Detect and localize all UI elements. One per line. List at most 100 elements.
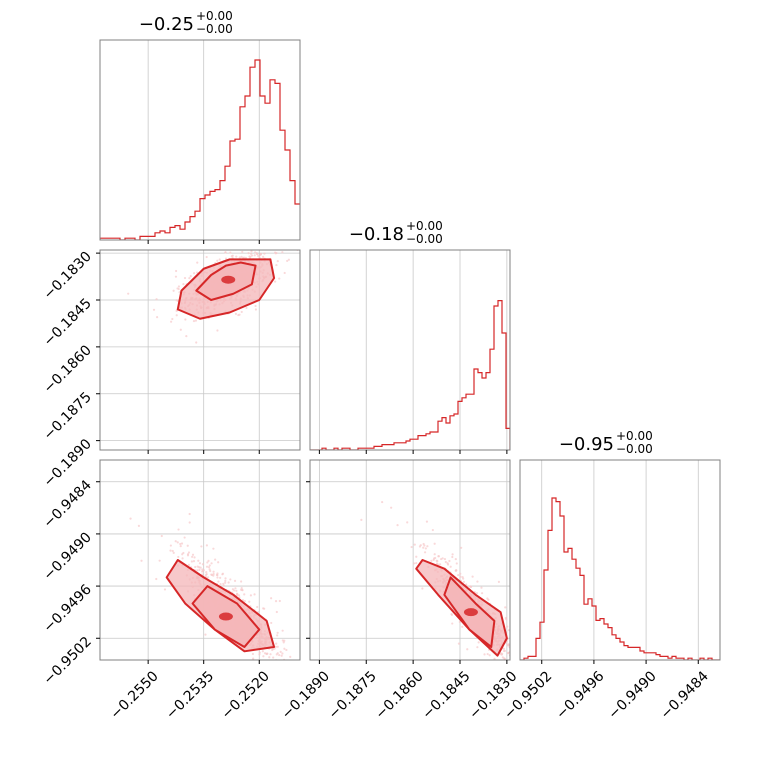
sample-point (458, 620, 461, 624)
histogram-title-value: −0.25 (139, 14, 194, 35)
sample-point (462, 580, 466, 583)
sample-point (426, 545, 429, 548)
histogram-step-line (520, 497, 720, 660)
sample-point (175, 314, 178, 317)
sample-point (487, 598, 490, 601)
sample-point (471, 575, 474, 578)
sample-point (212, 570, 215, 573)
sample-point (448, 559, 451, 563)
sample-point (256, 243, 258, 245)
sample-point (508, 663, 510, 665)
x-tick-label: −0.1860 (372, 668, 426, 722)
histogram-title-value: −0.18 (349, 224, 404, 245)
sample-point (179, 542, 182, 546)
sample-point (437, 555, 440, 558)
sample-point (222, 244, 224, 246)
sample-point (177, 555, 180, 559)
sample-point (261, 650, 264, 653)
sample-point (219, 576, 222, 579)
sample-point (231, 588, 235, 591)
sample-point (137, 524, 141, 527)
contour-core (218, 612, 233, 621)
sample-point (424, 547, 427, 550)
sample-point (504, 606, 507, 609)
sample-point (163, 588, 167, 591)
sample-point (235, 589, 238, 592)
sample-point (169, 544, 172, 547)
sample-point (475, 592, 479, 595)
histogram-title-value: −0.95 (559, 434, 614, 455)
sample-point (461, 576, 464, 579)
sample-point (272, 663, 274, 665)
sample-point (176, 541, 179, 544)
panel-frame (309, 459, 511, 661)
sample-point (519, 673, 521, 675)
sample-point (239, 247, 241, 249)
sample-point (170, 320, 173, 323)
sample-point (174, 540, 177, 543)
sample-point (406, 521, 409, 524)
sample-point (274, 600, 278, 603)
sample-point (483, 653, 486, 656)
sample-point (528, 669, 530, 671)
sample-point (516, 665, 518, 667)
sample-point (205, 573, 208, 576)
sample-point (272, 656, 275, 659)
sample-point (503, 657, 506, 660)
sample-point (171, 549, 174, 553)
sample-point (281, 629, 284, 632)
sample-point (188, 521, 191, 524)
scatter-contents (360, 500, 533, 708)
sample-point (282, 641, 285, 644)
sample-point (224, 251, 227, 254)
sample-point (180, 542, 184, 545)
sample-point (270, 597, 273, 600)
sample-point (514, 645, 516, 647)
sample-point (291, 679, 293, 681)
sample-point (300, 669, 302, 671)
y-tick-label: −0.1875 (41, 389, 95, 443)
sample-point (288, 241, 290, 243)
sample-point (237, 313, 240, 317)
sample-point (274, 645, 278, 648)
sample-point (276, 634, 279, 637)
sample-point (511, 644, 513, 646)
sample-point (253, 593, 256, 596)
sample-point (419, 544, 422, 547)
histogram-title-minus: −0.00 (196, 22, 233, 36)
sample-point (515, 654, 517, 656)
sample-point (289, 666, 291, 668)
sample-point (514, 653, 516, 655)
sample-point (258, 651, 261, 654)
histogram-panel-3: −0.95 +0.00−0.00 (519, 429, 721, 661)
sample-point (238, 256, 241, 259)
sample-point (234, 312, 238, 315)
sample-point (256, 605, 259, 609)
x-tick-label: −0.1890 (279, 668, 333, 722)
sample-point (515, 646, 517, 648)
sample-point (435, 562, 439, 565)
sample-point (514, 664, 516, 666)
sample-point (206, 576, 210, 579)
sample-point (316, 243, 318, 245)
sample-point (451, 553, 454, 556)
sample-point (270, 242, 272, 244)
sample-point (529, 706, 531, 708)
sample-point (465, 583, 468, 586)
sample-point (222, 584, 225, 587)
panel-background (310, 250, 510, 450)
sample-point (281, 251, 284, 254)
sample-point (507, 651, 510, 655)
sample-point (527, 671, 529, 673)
sample-point (275, 610, 278, 614)
sample-point (189, 275, 192, 278)
sample-point (531, 670, 533, 672)
sample-point (523, 663, 525, 665)
panel-frame (519, 459, 721, 661)
sample-point (274, 252, 277, 255)
sample-point (455, 562, 458, 565)
sample-point (497, 665, 499, 667)
sample-point (241, 250, 244, 254)
panel-frame (99, 459, 301, 661)
